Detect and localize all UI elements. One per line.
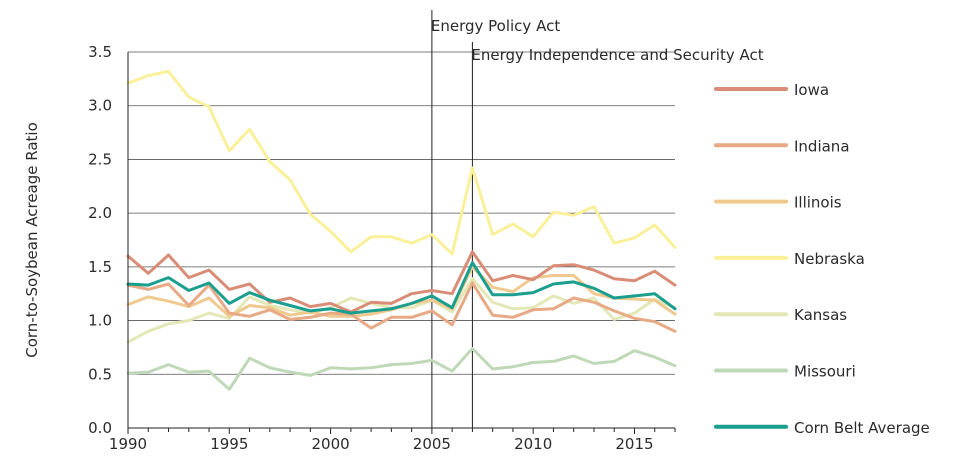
legend-label: Corn Belt Average [794,419,930,437]
gridlines [128,51,675,375]
x-tick-label: 2005 [413,435,451,453]
legend-item: Illinois [714,194,842,212]
legend: Iowa Indiana Illinois Nebraska Kansas Missour… [714,81,930,437]
y-tick-label: 1.5 [88,258,112,276]
legend-label: Missouri [794,363,856,381]
series-lines [126,69,677,391]
legend-item: Indiana [714,137,850,155]
x-tick-label: 2015 [615,435,653,453]
legend-item: Iowa [714,81,829,99]
annotation-label: Energy Independence and Security Act [471,46,763,64]
series-line [126,261,677,315]
y-tick-label: 2.0 [88,204,112,222]
y-tick-label: 0.0 [88,419,112,437]
legend-item: Kansas [714,306,847,324]
y-tick-label: 1.0 [88,312,112,330]
legend-item: Nebraska [714,250,865,268]
x-tick-label: 2010 [514,435,552,453]
annotation-label: Energy Policy Act [431,17,560,35]
series-line [126,69,677,256]
x-tick-label: 1995 [210,435,248,453]
legend-item: Corn Belt Average [714,419,930,437]
x-tick-label: 1990 [109,435,147,453]
y-axis-label: Corn-to-Soybean Acreage Ratio [23,122,41,358]
tick-labels: 0.0 0.5 1.0 1.5 2.0 2.5 3.0 3.5 1990 1995 2000 2005… [88,43,653,453]
event-annotations: Energy Policy Act Energy Independence and… [431,10,764,428]
y-tick-label: 3.0 [88,97,112,115]
y-tick-label: 0.5 [88,365,112,383]
series-line [126,250,677,314]
legend-label: Kansas [794,306,847,324]
series-line [126,347,677,391]
axes [127,52,676,434]
legend-item: Missouri [714,363,856,381]
legend-label: Iowa [794,81,829,99]
legend-label: Illinois [794,194,842,212]
x-tick-label: 2000 [311,435,349,453]
series-line [126,281,677,333]
legend-label: Nebraska [794,250,865,268]
legend-label: Indiana [794,137,850,155]
y-tick-label: 3.5 [88,43,112,61]
y-tick-label: 2.5 [88,150,112,168]
